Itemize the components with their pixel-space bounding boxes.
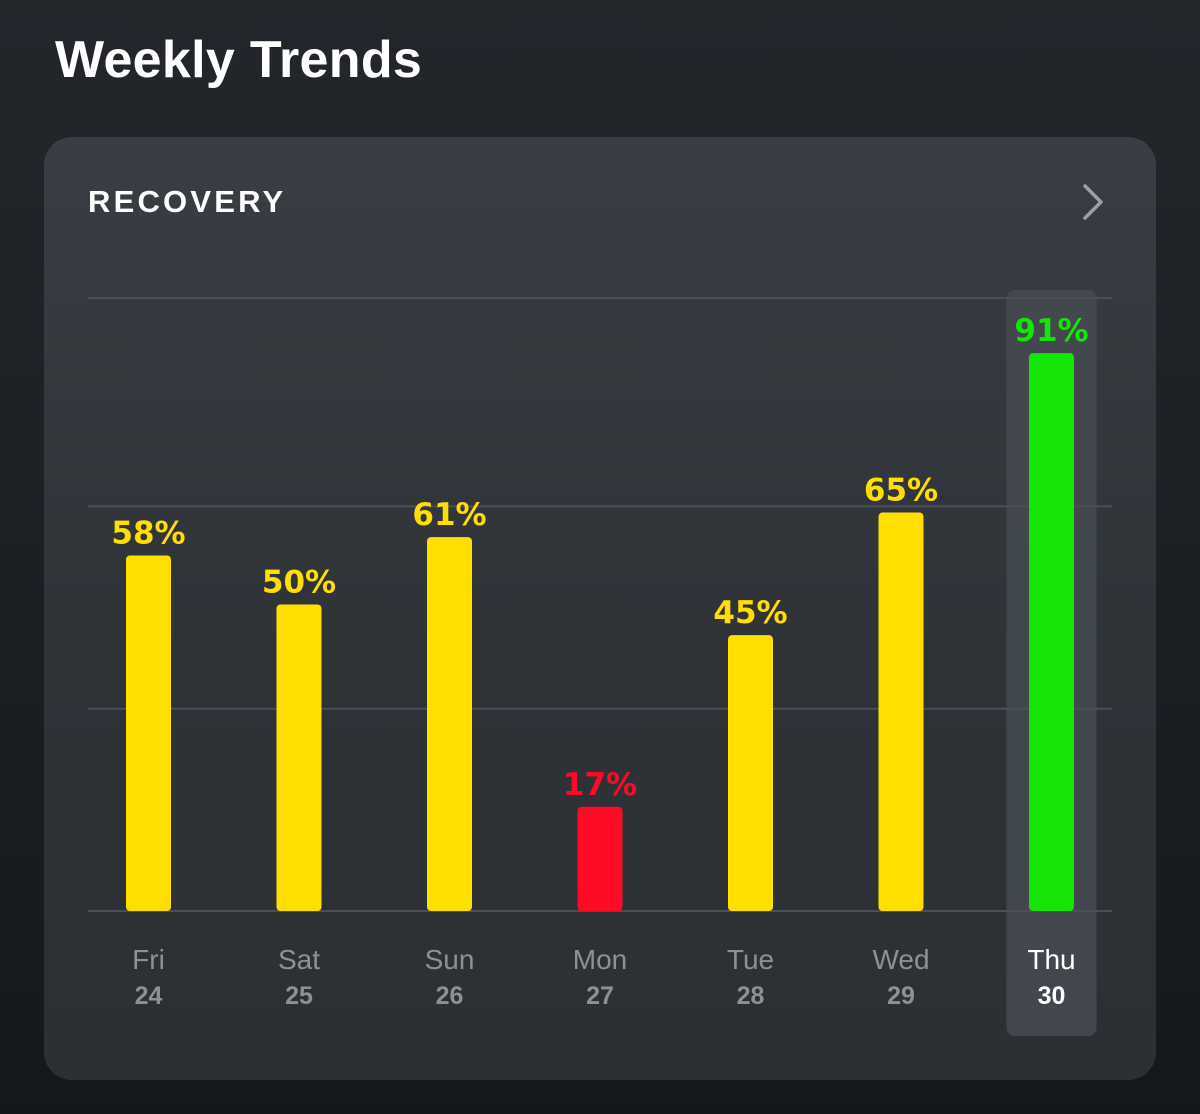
- tick-label-day: Sat: [278, 944, 320, 975]
- card-title[interactable]: RECOVERY: [88, 184, 287, 219]
- tick-label-day: Wed: [872, 944, 929, 975]
- tick-label-day: Sun: [425, 944, 475, 975]
- tick-label-date: 24: [135, 982, 163, 1010]
- tick-label-day: Tue: [727, 944, 774, 975]
- bar-sun[interactable]: [427, 537, 472, 911]
- bar-value-label: 58%: [111, 515, 185, 551]
- page-title: Weekly Trends: [55, 31, 423, 89]
- tick-label-date: 25: [285, 982, 313, 1010]
- bar-value-label: 91%: [1014, 313, 1088, 349]
- tick-label-date: 28: [737, 982, 765, 1010]
- recovery-card[interactable]: [44, 137, 1156, 1080]
- tick-label-date: 27: [586, 982, 614, 1010]
- bar-value-label: 17%: [563, 767, 637, 803]
- bar-wed[interactable]: [878, 512, 924, 911]
- bar-value-label: 61%: [412, 497, 486, 533]
- chevron-right-icon[interactable]: [1076, 182, 1110, 222]
- tick-label-day: Fri: [132, 944, 165, 975]
- tick-label-date: 29: [887, 982, 915, 1010]
- tick-label-date: 30: [1038, 982, 1066, 1010]
- bar-value-label: 45%: [713, 595, 787, 631]
- tick-label-date: 26: [436, 982, 464, 1010]
- bar-thu[interactable]: [1029, 353, 1074, 911]
- tick-label-day: Mon: [573, 944, 627, 975]
- bar-fri[interactable]: [126, 555, 171, 911]
- bar-mon[interactable]: [577, 806, 623, 911]
- tick-label-day: Thu: [1027, 944, 1075, 975]
- bar-value-label: 65%: [864, 473, 938, 509]
- bar-tue[interactable]: [728, 635, 773, 911]
- bar-sat[interactable]: [276, 604, 322, 912]
- bar-value-label: 50%: [262, 565, 336, 601]
